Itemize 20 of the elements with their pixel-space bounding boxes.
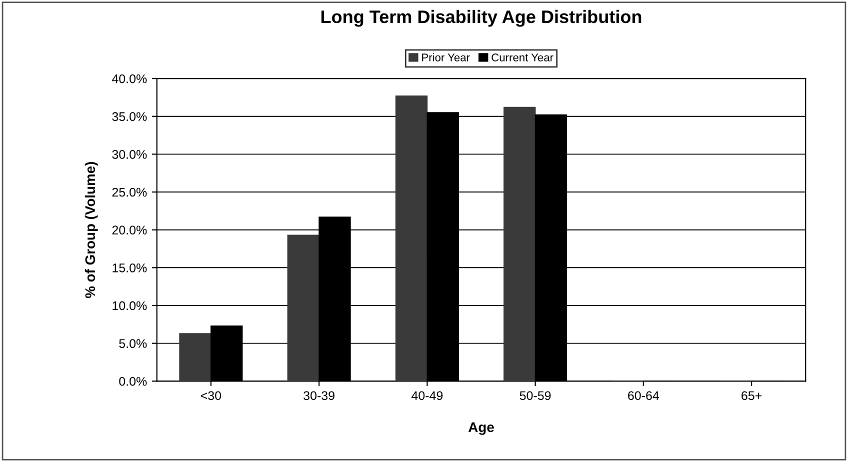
x-tick-label: 50-59	[520, 391, 551, 400]
y-tick-label: 5.0%	[119, 339, 147, 348]
y-tick-label: 0.0%	[119, 376, 147, 386]
y-tick-label: 10.0%	[112, 301, 147, 310]
y-tick-label: 30.0%	[112, 150, 147, 159]
x-tick-label: 30-39	[304, 391, 334, 400]
y-tick-label: 25.0%	[112, 188, 147, 197]
y-tick-label: 15.0%	[112, 263, 147, 272]
legend-label: Prior Year	[422, 53, 470, 62]
x-tick-label: 65+	[742, 391, 762, 400]
y-tick-label: 20.0%	[112, 226, 147, 234]
x-tick-label: <30	[200, 391, 222, 400]
x-tick-label: 60-64	[628, 391, 660, 400]
y-axis-title: % of Group (Volume)	[84, 162, 98, 298]
x-axis-title: Age	[468, 422, 494, 435]
y-tick-label: 40.0%	[112, 74, 147, 84]
chart-title: Long Term Disability Age Distribution	[321, 10, 642, 27]
y-tick-label: 35.0%	[112, 112, 147, 122]
x-tick-label: 40-49	[411, 391, 443, 400]
legend-label: Current Year	[492, 54, 554, 62]
